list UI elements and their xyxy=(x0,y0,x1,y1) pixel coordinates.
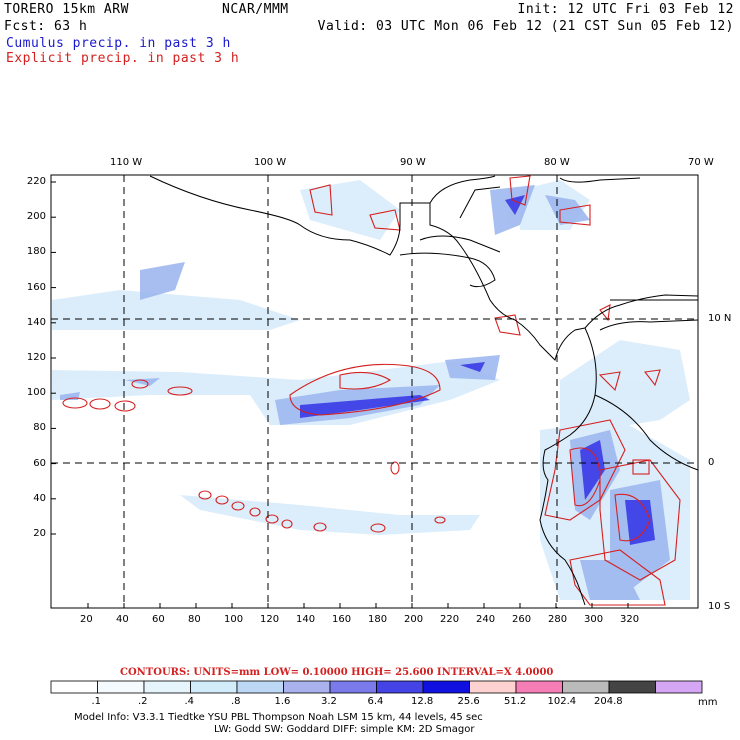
colorbar-swatch xyxy=(50,680,98,694)
colorbar-swatch xyxy=(283,680,331,694)
valid-time: Valid: 03 UTC Mon 06 Feb 12 (21 CST Sun … xyxy=(317,19,734,34)
colorbar-label: 25.6 xyxy=(457,696,480,707)
colorbar-label: .8 xyxy=(231,696,241,707)
lon-label-90w: 90 W xyxy=(400,157,426,168)
colorbar xyxy=(50,680,703,694)
x-tick-label: 320 xyxy=(620,614,640,625)
organization-label: NCAR/MMM xyxy=(222,2,289,17)
colorbar-label: 3.2 xyxy=(321,696,337,707)
x-tick-label: 120 xyxy=(260,614,280,625)
model-info-line1: Model Info: V3.3.1 Tiedtke YSU PBL Thomp… xyxy=(74,712,483,723)
lat-label-10s: 10 S xyxy=(708,601,731,612)
x-tick-label: 80 xyxy=(188,614,201,625)
graticule xyxy=(51,175,698,608)
x-tick-label: 220 xyxy=(440,614,460,625)
lat-label-10n: 10 N xyxy=(708,313,732,324)
x-tick-label: 140 xyxy=(296,614,316,625)
y-tick-label: 200 xyxy=(26,211,46,223)
colorbar-label: 12.8 xyxy=(411,696,434,707)
x-tick-label: 100 xyxy=(224,614,244,625)
colorbar-label: .1 xyxy=(91,696,102,707)
lon-label-70w: 70 W xyxy=(688,157,714,168)
y-tick-label: 60 xyxy=(33,457,46,469)
x-tick-label: 300 xyxy=(584,614,604,625)
colorbar-label: .4 xyxy=(184,696,195,707)
explicit-legend: Explicit precip. in past 3 h xyxy=(6,51,240,66)
precip-field xyxy=(52,175,690,606)
colorbar-swatch xyxy=(190,680,238,694)
cumulus-legend: Cumulus precip. in past 3 h xyxy=(6,36,231,51)
y-tick-label: 80 xyxy=(33,422,46,434)
colorbar-swatch xyxy=(469,680,517,694)
colorbar-label: 1.6 xyxy=(274,696,291,707)
colorbar-swatch xyxy=(97,680,145,694)
colorbar-label: 6.4 xyxy=(367,696,384,707)
colorbar-swatch xyxy=(608,680,656,694)
x-tick-label: 20 xyxy=(80,614,93,625)
colorbar-label: 51.2 xyxy=(504,696,527,707)
colorbar-swatch xyxy=(376,680,424,694)
init-time: Init: 12 UTC Fri 03 Feb 12 xyxy=(517,2,734,17)
colorbar-swatch xyxy=(329,680,377,694)
x-tick-label: 40 xyxy=(116,614,129,625)
y-tick-label: 20 xyxy=(33,528,46,539)
y-tick-label: 100 xyxy=(26,387,46,399)
x-tick-label: 180 xyxy=(368,614,388,625)
lon-label-110w: 110 W xyxy=(110,157,143,168)
contours-info: CONTOURS: UNITS=mm LOW= 0.10000 HIGH= 25… xyxy=(120,667,554,678)
x-tick-label: 60 xyxy=(152,614,165,625)
colorbar-swatch xyxy=(562,680,610,694)
model-info-line2: LW: Godd SW: Goddard DIFF: simple KM: 2D… xyxy=(214,724,475,735)
model-title: TORERO 15km ARW xyxy=(4,2,129,17)
x-tick-label: 240 xyxy=(476,614,496,625)
y-tick-label: 120 xyxy=(26,352,46,363)
x-tick-label: 260 xyxy=(512,614,532,625)
colorbar-swatch xyxy=(143,680,191,694)
colorbar-label: 204.8 xyxy=(594,696,623,707)
forecast-hour: Fcst: 63 h xyxy=(4,19,88,34)
colorbar-units: mm xyxy=(698,697,718,708)
lon-label-100w: 100 W xyxy=(254,157,287,168)
y-tick-label: 40 xyxy=(33,492,46,504)
y-tick-label: 220 xyxy=(26,176,46,187)
lon-label-80w: 80 W xyxy=(544,157,570,168)
colorbar-label: 102.4 xyxy=(547,696,577,707)
x-tick-label: 160 xyxy=(332,614,352,625)
y-tick-label: 180 xyxy=(26,246,46,258)
y-tick-label: 160 xyxy=(26,281,46,293)
x-tick-label: 200 xyxy=(404,614,424,625)
colorbar-swatch xyxy=(236,680,284,694)
colorbar-swatch xyxy=(515,680,563,694)
lat-label-0: 0 xyxy=(708,457,715,468)
y-tick-label: 140 xyxy=(26,316,46,328)
colorbar-swatch xyxy=(422,680,470,694)
colorbar-swatch xyxy=(655,680,703,694)
colorbar-label: .2 xyxy=(138,696,148,707)
x-tick-label: 280 xyxy=(548,614,568,625)
